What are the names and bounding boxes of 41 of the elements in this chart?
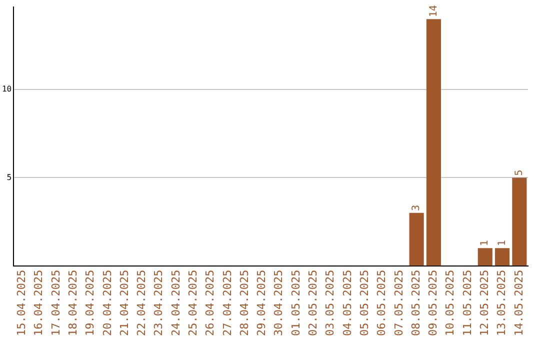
x-tick-label: 03.05.2025 [324, 270, 337, 336]
x-tick-label: 21.04.2025 [118, 270, 131, 336]
x-tick-label: 13.05.2025 [495, 270, 508, 336]
y-tick-label: 10 [2, 84, 12, 94]
x-tick-label: 08.05.2025 [409, 270, 422, 336]
x-tick-label: 11.05.2025 [460, 270, 474, 336]
x-tick-label: 09.05.2025 [426, 270, 440, 336]
data-label: 3 [411, 204, 422, 211]
x-tick-label: 20.04.2025 [100, 270, 114, 336]
x-tick-label: 19.04.2025 [84, 270, 97, 336]
x-tick-label: 24.04.2025 [169, 270, 182, 336]
data-label: 1 [480, 240, 491, 246]
bar [512, 178, 527, 266]
x-tick-label: 26.04.2025 [204, 270, 217, 336]
x-tick-label: 22.04.2025 [135, 270, 148, 336]
x-tick-label: 27.04.2025 [220, 270, 234, 336]
x-tick-label: 01.05.2025 [289, 270, 302, 336]
x-tick-label: 15.04.2025 [15, 270, 28, 336]
x-tick-label: 25.04.2025 [186, 270, 200, 336]
x-tick-label: 23.04.2025 [152, 270, 166, 336]
x-tick-label: 29.04.2025 [255, 270, 268, 336]
x-tick-label: 07.05.2025 [392, 270, 406, 336]
bar [409, 212, 424, 266]
x-tick-label: 02.05.2025 [306, 270, 320, 336]
x-tick-label: 10.05.2025 [444, 270, 457, 336]
data-label: 5 [514, 170, 526, 176]
x-tick-label: 12.05.2025 [478, 270, 491, 336]
x-tick-label: 18.04.2025 [66, 270, 80, 336]
bar [494, 248, 510, 266]
x-tick-label: 28.04.2025 [238, 270, 251, 336]
x-tick-label: 16.04.2025 [32, 270, 46, 336]
bar [478, 248, 492, 266]
x-tick-label: 06.05.2025 [375, 270, 388, 336]
x-tick-label: 30.04.2025 [272, 270, 286, 336]
x-tick-label: 17.04.2025 [49, 270, 62, 336]
x-tick-label: 05.05.2025 [358, 270, 371, 336]
data-label: 1 [496, 240, 508, 246]
data-label: 14 [428, 5, 440, 18]
x-tick-label: 04.05.2025 [340, 270, 354, 336]
bar [426, 19, 441, 266]
x-tick-label: 14.05.2025 [512, 270, 526, 336]
